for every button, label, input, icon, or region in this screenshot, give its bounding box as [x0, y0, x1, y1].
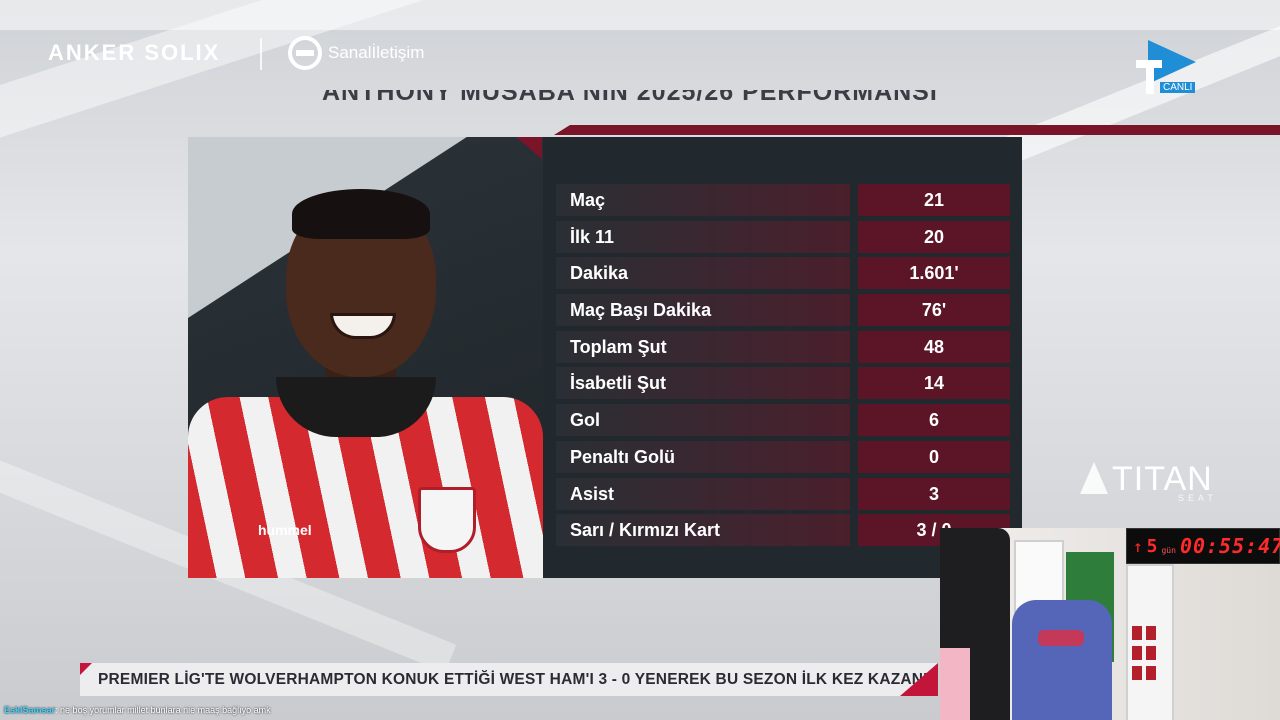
- t-letter-stem: [1146, 60, 1154, 94]
- sanal-text: Sanalİletişim: [328, 43, 425, 62]
- chat-username: EsklSamsar: [4, 705, 56, 715]
- page-title: ANTHONY MUSABA'NIN 2025/26 PERFORMANSI: [322, 78, 938, 106]
- live-badge: CANLI: [1160, 82, 1196, 93]
- title-underline-bar: [554, 125, 1280, 135]
- sanal-iletisim-logo: Sanalİletişim: [288, 36, 424, 70]
- panel-corner-accent: [516, 137, 542, 159]
- stat-value: 14: [858, 367, 1010, 400]
- chat-text: : ne boş yorumlar millet bunlara nie maa…: [55, 705, 271, 715]
- player-hair: [292, 189, 430, 239]
- timer-days: 5: [1146, 535, 1158, 557]
- stat-label: Dakika: [556, 257, 850, 290]
- up-arrow-icon: ↑: [1133, 536, 1143, 556]
- stat-row: İlk 11 20: [556, 220, 1010, 253]
- chat-message: EsklSamsar: ne boş yorumlar millet bunla…: [4, 705, 271, 715]
- stat-value: 0: [858, 440, 1010, 473]
- mini-jersey: [1146, 646, 1156, 660]
- stat-row: İsabetli Şut 14: [556, 367, 1010, 400]
- stat-row: Maç Başı Dakika 76': [556, 294, 1010, 327]
- jersey-brand-logo: hummel: [258, 522, 312, 538]
- stats-table: Maç 21 İlk 11 20 Dakika 1.601' Maç Başı Dak…: [556, 184, 1010, 551]
- player-photo: hummel: [188, 137, 543, 578]
- mini-jersey: [1132, 666, 1142, 680]
- player-stats-panel: hummel Maç 21 İlk 11 20 Dakika 1.601' Maç B…: [188, 137, 1022, 578]
- stat-label: İsabetli Şut: [556, 367, 850, 400]
- stat-label: Asist: [556, 477, 850, 510]
- jersey-shelf: [1126, 564, 1174, 720]
- stat-label: Maç Başı Dakika: [556, 294, 850, 327]
- webcam-feed: [940, 528, 1280, 720]
- bg-top-highlight: [0, 0, 1280, 30]
- stat-value: 48: [858, 330, 1010, 363]
- sponsor-divider: [260, 38, 262, 70]
- stat-value: 1.601': [858, 257, 1010, 290]
- stat-label: Gol: [556, 404, 850, 437]
- stat-row: Toplam Şut 48: [556, 330, 1010, 363]
- countdown-timer: ↑ 5 gün 00:55:47: [1126, 528, 1280, 564]
- sanal-s-icon: [288, 36, 322, 70]
- stat-value: 20: [858, 220, 1010, 253]
- stat-label: Penaltı Golü: [556, 440, 850, 473]
- stat-label: Toplam Şut: [556, 330, 850, 363]
- anker-solix-logo: ANKER SOLIX: [48, 40, 221, 65]
- timer-days-unit: gün: [1161, 545, 1176, 555]
- timer-clock: 00:55:47: [1179, 534, 1280, 558]
- titan-text: TITAN: [1112, 460, 1213, 498]
- stat-label: İlk 11: [556, 220, 850, 253]
- mini-jersey: [1132, 626, 1142, 640]
- mini-jersey: [1132, 646, 1142, 660]
- stat-row: Maç 21: [556, 184, 1010, 216]
- club-crest-icon: [418, 487, 476, 553]
- titan-seat-logo: TITAN: [1078, 462, 1213, 496]
- mini-jersey: [1146, 666, 1156, 680]
- stat-value: 6: [858, 404, 1010, 437]
- stat-value: 3: [858, 477, 1010, 510]
- stat-row: Asist 3: [556, 477, 1010, 510]
- news-ticker: PREMIER LİG'TE WOLVERHAMPTON KONUK ETTİĞ…: [80, 663, 940, 696]
- mini-jersey: [1146, 626, 1156, 640]
- stat-label: Maç: [556, 184, 850, 216]
- titan-sub: SEAT: [1178, 493, 1217, 503]
- stat-label: Sarı / Kırmızı Kart: [556, 514, 850, 547]
- stat-value: 76': [858, 294, 1010, 327]
- stat-row: Dakika 1.601': [556, 257, 1010, 290]
- titan-triangle-icon: [1078, 462, 1108, 496]
- channel-logo: CANLI: [1136, 38, 1206, 98]
- gaming-chair: [1012, 600, 1112, 720]
- pink-pillow: [940, 648, 970, 720]
- stat-row: Penaltı Golü 0: [556, 440, 1010, 473]
- stat-value: 21: [858, 184, 1010, 216]
- stat-row: Gol 6: [556, 404, 1010, 437]
- ticker-text: PREMIER LİG'TE WOLVERHAMPTON KONUK ETTİĞ…: [98, 670, 940, 688]
